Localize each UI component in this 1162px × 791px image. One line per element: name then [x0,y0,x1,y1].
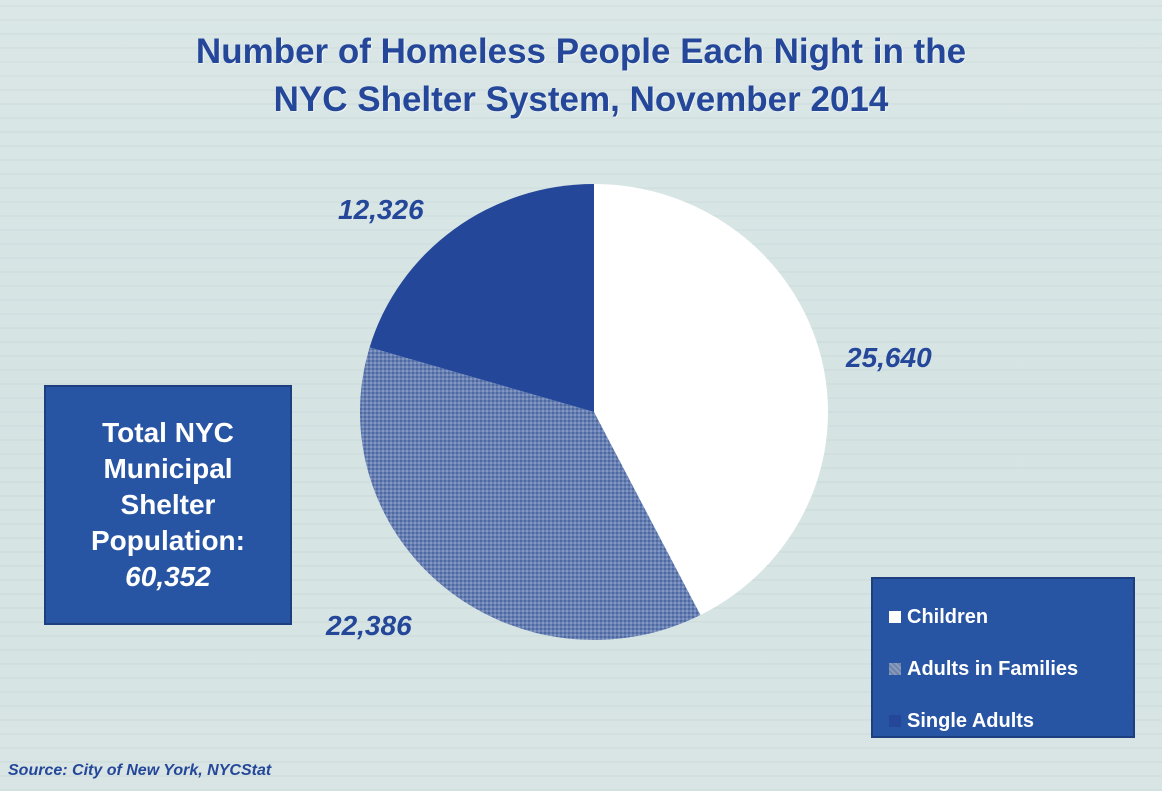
legend-swatch-single-adults [889,715,901,727]
legend-swatch-children [889,611,901,623]
legend-label-adults-in-families: Adults in Families [907,657,1079,680]
pie-slices [360,184,829,641]
chart-title-line-2: NYC Shelter System, November 2014 [273,80,889,119]
legend-item-children: Children [889,591,1133,643]
slice-label-adults-in-families: 22,386 [326,610,412,641]
legend-label-single-adults: Single Adults [907,709,1035,732]
pie-slice-adults-in-families [360,347,701,641]
total-line-1: Total NYC [102,417,234,448]
total-line-4: Population: [91,525,245,556]
total-line-3: Shelter [120,489,216,520]
total-population-box: Total NYC Municipal Shelter Population: … [44,385,292,625]
chart-title-line-1: Number of Homeless People Each Night in … [195,32,967,71]
chart-title: Number of Homeless People Each Night in … [0,28,1162,124]
legend-label-children: Children [907,605,989,628]
total-value: 60,352 [125,561,211,592]
pie-slice-children [594,184,829,616]
slice-label-single-adults: 12,326 [338,194,424,225]
legend-swatch-adults-in-families [889,663,901,675]
slice-label-children: 25,640 [846,342,932,373]
legend-item-adults-in-families: Adults in Families [889,643,1133,695]
chart-legend: Children Adults in Families Single Adult… [871,577,1135,738]
total-line-2: Municipal [103,453,233,484]
legend-item-single-adults: Single Adults [889,695,1133,747]
pie-slice-single-adults [369,184,594,412]
source-note: Source: City of New York, NYCStat [8,762,272,779]
